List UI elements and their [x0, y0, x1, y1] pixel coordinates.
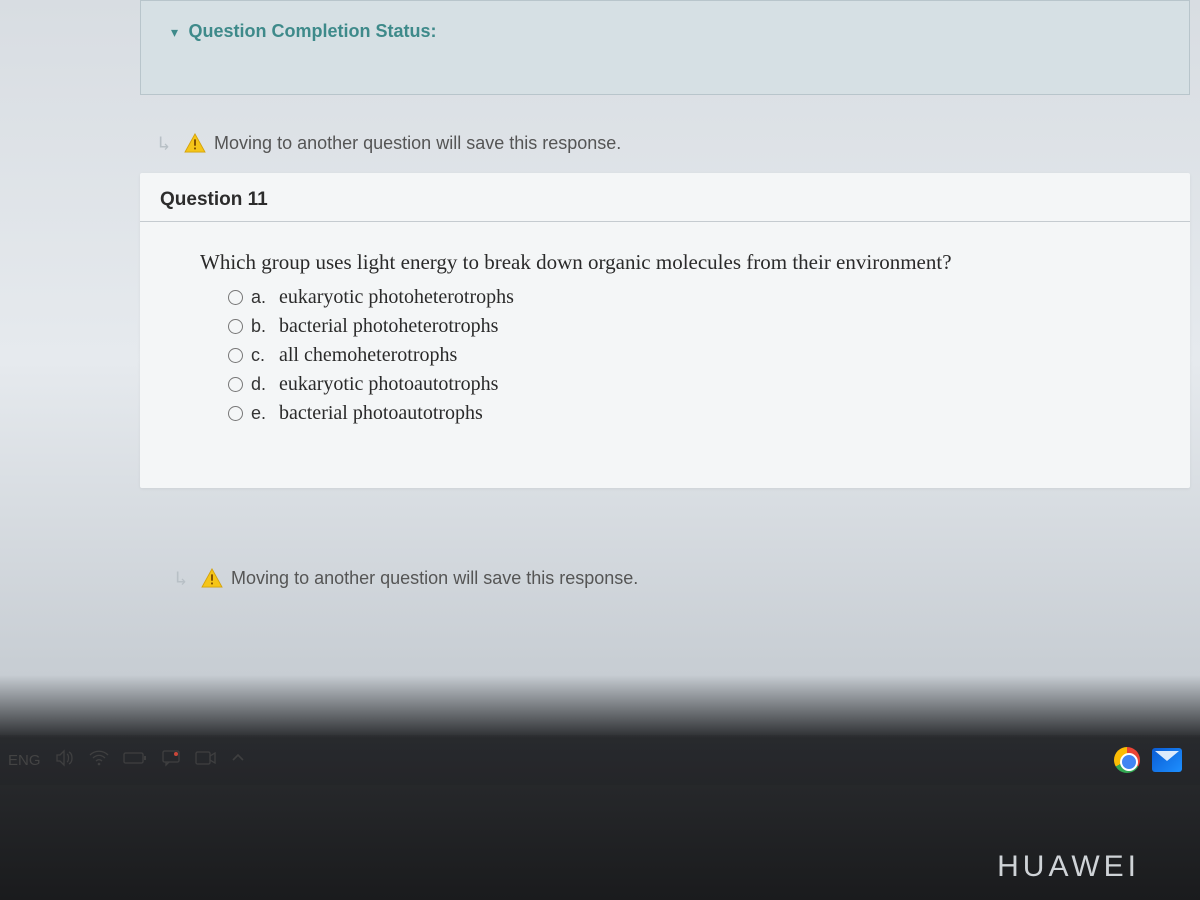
option-text: eukaryotic photoautotrophs: [279, 373, 498, 396]
radio-icon[interactable]: [228, 406, 243, 421]
warning-banner-bottom: ↳ Moving to another question will save t…: [140, 558, 1190, 608]
question-panel: Question 11 Which group uses light energ…: [140, 173, 1190, 488]
chevron-down-icon[interactable]: ▾: [171, 24, 178, 41]
option-c[interactable]: c. all chemoheterotrophs: [228, 341, 1160, 370]
mail-icon[interactable]: [1152, 748, 1182, 772]
wifi-icon[interactable]: [89, 750, 109, 770]
taskbar: ENG: [0, 735, 1200, 785]
reply-arrow-icon: ↳: [175, 566, 187, 590]
completion-status-panel: ▾ Question Completion Status:: [140, 0, 1190, 95]
camera-icon[interactable]: [195, 750, 217, 770]
option-text: eukaryotic photoheterotrophs: [279, 286, 514, 309]
warning-icon: [184, 133, 206, 153]
option-b[interactable]: b. bacterial photoheterotrophs: [228, 312, 1160, 341]
warning-banner-top: ↳ Moving to another question will save t…: [140, 123, 1190, 173]
radio-icon[interactable]: [228, 319, 243, 334]
option-text: all chemoheterotrophs: [279, 344, 457, 367]
completion-status-label: Question Completion Status:: [188, 21, 436, 41]
option-text: bacterial photoautotrophs: [279, 402, 483, 425]
option-letter: c.: [251, 345, 271, 366]
option-letter: a.: [251, 287, 271, 308]
chrome-icon[interactable]: [1114, 747, 1140, 773]
option-letter: e.: [251, 403, 271, 424]
action-center-icon[interactable]: [161, 749, 181, 771]
battery-icon[interactable]: [123, 751, 147, 769]
device-brand: HUAWEI: [997, 850, 1140, 884]
volume-icon[interactable]: [55, 749, 75, 771]
radio-icon[interactable]: [228, 348, 243, 363]
option-e[interactable]: e. bacterial photoautotrophs: [228, 399, 1160, 428]
question-prompt: Which group uses light energy to break d…: [200, 250, 1160, 275]
warning-text: Moving to another question will save thi…: [214, 133, 621, 154]
option-a[interactable]: a. eukaryotic photoheterotrophs: [228, 283, 1160, 312]
option-d[interactable]: d. eukaryotic photoautotrophs: [228, 370, 1160, 399]
warning-text: Moving to another question will save thi…: [231, 568, 638, 589]
chevron-up-icon[interactable]: [231, 751, 245, 769]
question-header: Question 11: [140, 173, 1190, 222]
options-list: a. eukaryotic photoheterotrophs b. bacte…: [228, 283, 1160, 428]
reply-arrow-icon: ↳: [158, 131, 170, 155]
option-text: bacterial photoheterotrophs: [279, 315, 498, 338]
option-letter: d.: [251, 374, 271, 395]
option-letter: b.: [251, 316, 271, 337]
language-indicator[interactable]: ENG: [8, 752, 41, 769]
radio-icon[interactable]: [228, 377, 243, 392]
radio-icon[interactable]: [228, 290, 243, 305]
warning-icon: [201, 568, 223, 588]
